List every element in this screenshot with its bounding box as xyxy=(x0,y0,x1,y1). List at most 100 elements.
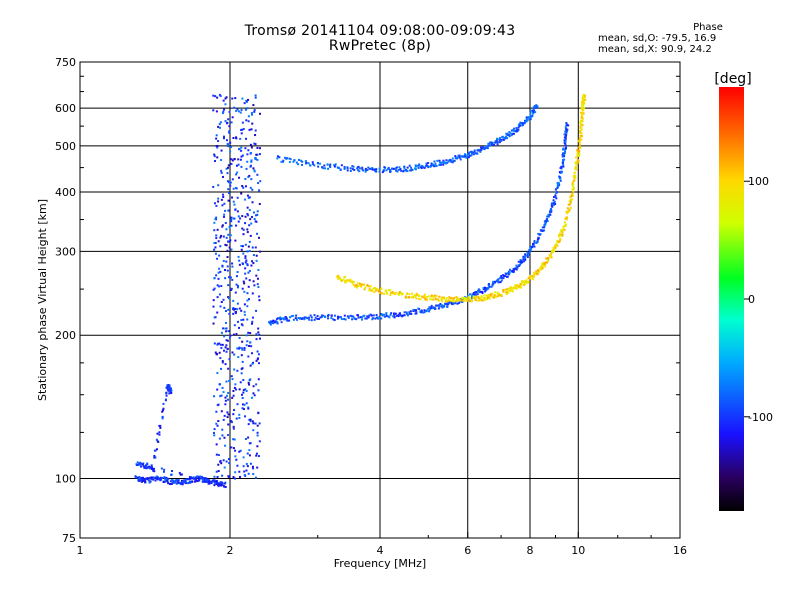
data-point xyxy=(427,165,430,168)
data-point xyxy=(366,315,369,318)
data-point xyxy=(389,169,392,172)
data-point xyxy=(243,403,246,406)
data-point xyxy=(158,424,161,427)
data-point xyxy=(167,482,170,485)
data-point xyxy=(578,137,581,140)
data-point xyxy=(229,276,232,279)
data-point xyxy=(300,163,303,166)
data-point xyxy=(541,263,544,266)
data-point xyxy=(579,134,582,137)
data-point xyxy=(513,130,516,133)
data-point xyxy=(246,250,249,253)
data-point xyxy=(421,165,424,168)
data-point xyxy=(480,146,483,149)
data-point xyxy=(254,94,257,97)
data-point xyxy=(240,192,243,195)
data-point xyxy=(249,420,252,423)
data-point xyxy=(217,420,220,423)
data-point xyxy=(367,166,370,169)
data-point xyxy=(427,162,430,165)
data-point xyxy=(541,226,544,229)
data-point xyxy=(231,378,234,381)
data-point xyxy=(467,298,470,301)
data-point xyxy=(368,289,371,292)
data-point xyxy=(162,402,165,405)
data-point xyxy=(533,245,536,248)
data-point xyxy=(220,149,223,152)
data-point xyxy=(221,386,224,389)
data-point xyxy=(182,481,185,484)
data-point xyxy=(507,291,510,294)
data-point xyxy=(206,478,209,481)
data-point xyxy=(170,470,173,473)
data-point xyxy=(410,312,413,315)
data-point xyxy=(554,194,557,197)
data-point xyxy=(224,444,227,447)
data-point xyxy=(362,169,365,172)
data-point xyxy=(244,255,247,258)
data-point xyxy=(224,277,227,280)
data-point xyxy=(424,296,427,299)
data-point xyxy=(152,467,155,470)
data-point xyxy=(389,289,392,292)
data-point xyxy=(560,230,563,233)
data-point xyxy=(251,201,254,204)
data-point xyxy=(546,215,549,218)
data-point xyxy=(213,428,216,431)
data-point xyxy=(367,285,370,288)
data-point xyxy=(218,93,221,96)
data-point xyxy=(571,198,574,201)
data-point xyxy=(578,141,581,144)
data-point xyxy=(162,470,165,473)
data-point xyxy=(409,310,412,313)
data-point xyxy=(234,136,237,139)
data-point xyxy=(357,169,360,172)
data-point xyxy=(221,225,224,228)
data-point xyxy=(485,287,488,290)
data-point xyxy=(250,111,253,114)
data-point xyxy=(434,164,437,167)
data-point xyxy=(285,317,288,320)
data-point xyxy=(444,298,447,301)
data-point xyxy=(314,316,317,319)
data-point xyxy=(352,315,355,318)
data-point xyxy=(423,293,426,296)
data-point xyxy=(239,449,242,452)
data-point xyxy=(520,284,523,287)
data-point xyxy=(212,109,215,112)
data-point xyxy=(539,267,542,270)
data-point xyxy=(257,455,260,458)
data-point xyxy=(249,418,252,421)
data-point xyxy=(226,269,229,272)
data-point xyxy=(164,399,167,402)
data-point xyxy=(215,443,218,446)
data-point xyxy=(238,346,241,349)
data-point xyxy=(566,207,569,210)
data-point xyxy=(281,160,284,163)
data-point xyxy=(259,180,262,183)
data-point xyxy=(237,110,240,113)
data-point xyxy=(376,316,379,319)
data-point xyxy=(343,167,346,170)
data-point xyxy=(234,208,237,211)
data-point xyxy=(227,434,230,437)
data-point xyxy=(473,150,476,153)
data-point xyxy=(580,127,583,130)
data-point xyxy=(574,161,577,164)
data-point xyxy=(272,319,275,322)
data-point xyxy=(375,287,378,290)
data-point xyxy=(254,422,257,425)
data-point xyxy=(511,129,514,132)
data-point xyxy=(244,437,247,440)
data-point xyxy=(244,222,247,225)
data-point xyxy=(567,210,570,213)
data-point xyxy=(232,187,235,190)
data-point xyxy=(415,309,418,312)
data-point xyxy=(458,298,461,301)
data-point xyxy=(432,295,435,298)
data-point xyxy=(475,295,478,298)
data-point xyxy=(509,132,512,135)
data-point xyxy=(410,296,413,299)
data-point xyxy=(241,215,244,218)
data-point xyxy=(284,156,287,159)
